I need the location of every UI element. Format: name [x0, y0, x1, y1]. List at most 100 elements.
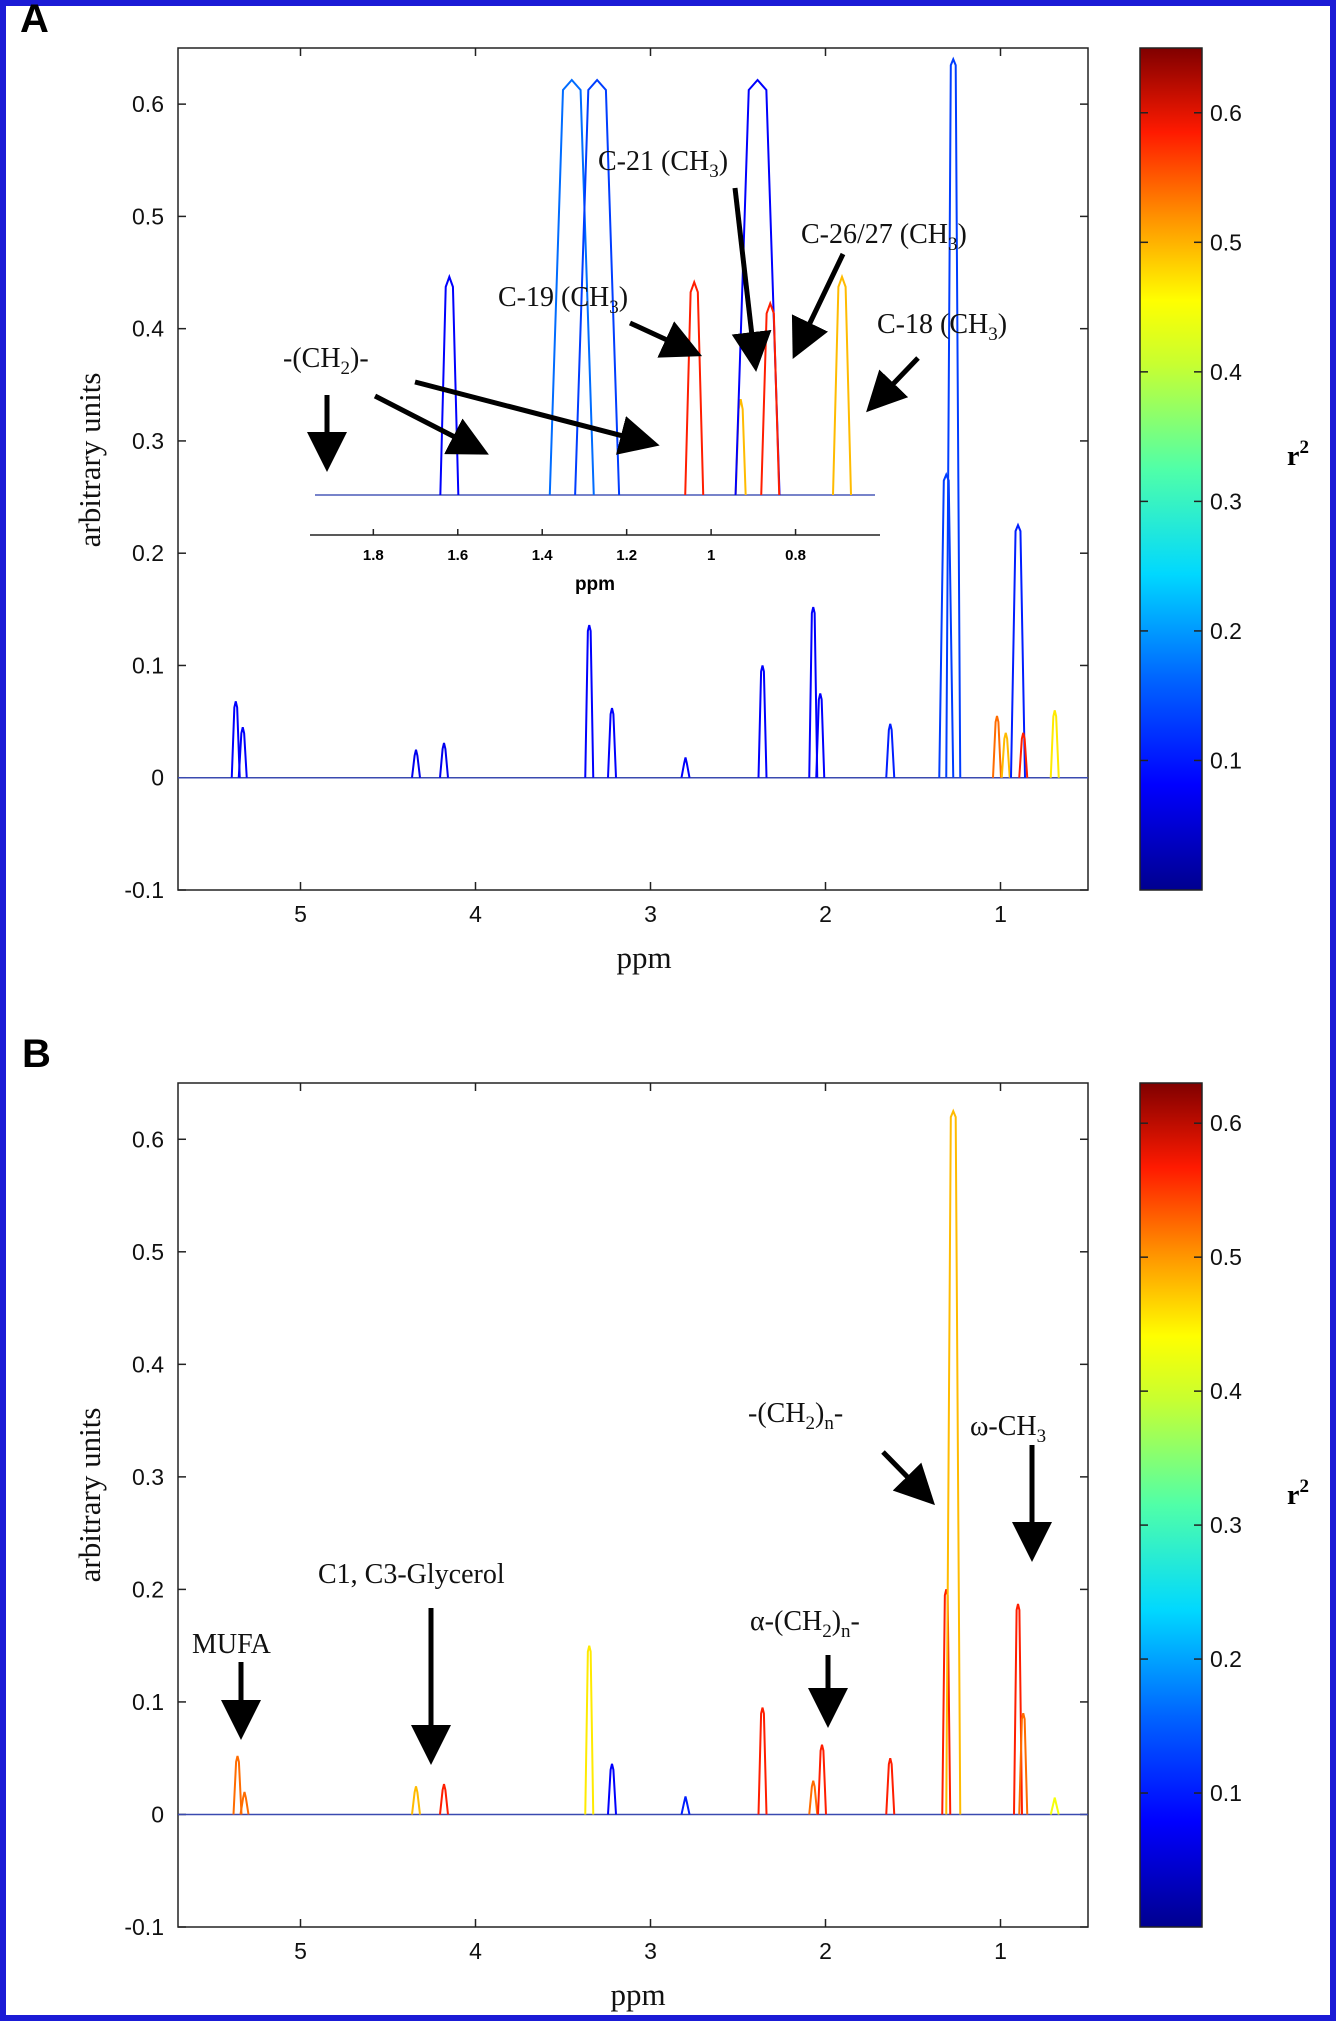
y-tick-label: 0.4 [132, 316, 164, 342]
x-tick-label: 5 [294, 901, 307, 927]
spectrum-peak [1018, 732, 1029, 778]
annotation-c18: C-18 (CH3) [877, 309, 1007, 345]
colorbar-tick-label: 0.6 [1210, 100, 1242, 126]
x-tick-label: 3 [644, 901, 657, 927]
annotation-mufa: MUFA [192, 1629, 272, 1660]
arrow-c26-27 [791, 252, 846, 360]
spectrum-peak [815, 693, 826, 778]
spectrum-peak [439, 1783, 449, 1815]
colorbar-tick-label: 0.3 [1210, 488, 1242, 514]
inset-peak [684, 279, 705, 496]
spectrum-peak [584, 624, 595, 778]
y-tick-label: 0.6 [132, 91, 164, 117]
annotation-glycerol: C1, C3-Glycerol [318, 1559, 505, 1590]
spectrum-peak [885, 1757, 896, 1815]
arrow-c21 [731, 187, 772, 372]
inset-x-tick-label: 1.6 [447, 547, 468, 564]
panel-a-plot-area: -0.1 0 0.1 0.2 0.3 0.4 0.5 0.6 5 4 3 2 1 [124, 47, 1089, 927]
annotation-c21: C-21 (CH3) [598, 146, 728, 182]
spectrum-peak [411, 749, 421, 778]
x-tick-label: 4 [469, 1938, 482, 1964]
x-tick-label: 1 [994, 901, 1007, 927]
x-tick-label: 5 [294, 1938, 307, 1964]
spectrum-peak [439, 742, 449, 778]
y-tick-label: 0.5 [132, 203, 164, 229]
panel-a-colorbar-ticks: 0.1 0.2 0.3 0.4 0.5 0.6 [1140, 100, 1242, 773]
x-tick-label: 1 [994, 1938, 1007, 1964]
spectrum-peak [808, 606, 819, 778]
spectrum-peak [1049, 710, 1060, 778]
y-tick-label: 0 [151, 1801, 164, 1827]
inset-x-tick-label: 0.8 [785, 547, 806, 564]
annotation-omega-ch3: ω-CH3 [970, 1411, 1046, 1447]
spectrum-peak [607, 707, 617, 778]
colorbar-tick-label: 0.4 [1210, 359, 1242, 385]
y-tick-label: 0.1 [132, 652, 164, 678]
panel-a-arrows [307, 187, 920, 472]
inset-x-tick-label: 1.2 [616, 547, 637, 564]
inset-peak [832, 273, 852, 496]
spectrum-peak [945, 56, 962, 778]
inset-x-tick-label: 1.8 [363, 547, 384, 564]
inset-peak [548, 78, 595, 496]
panel-a-xlabel: ppm [616, 940, 671, 975]
y-tick-label: -0.1 [124, 1914, 164, 1940]
spectrum-peak [757, 1707, 768, 1815]
panel-a-inset-xlabel: ppm [575, 574, 615, 595]
arrow-c19 [628, 320, 703, 358]
spectrum-peak [757, 665, 768, 778]
colorbar-tick-label: 0.5 [1210, 1244, 1242, 1270]
inset-peak [574, 78, 621, 496]
y-tick-label: -0.1 [124, 877, 164, 903]
y-tick-label: 0.1 [132, 1689, 164, 1715]
x-tick-label: 2 [819, 1938, 832, 1964]
panel-a-inset: 1.8 1.6 1.4 1.2 1 0.8 [310, 78, 880, 564]
inset-peak [439, 273, 460, 496]
panel-b-colorbar-label: r2 [1287, 1476, 1309, 1511]
colorbar-tick-label: 0.6 [1210, 1110, 1242, 1136]
panel-b-xlabel: ppm [610, 1977, 665, 2012]
panel-b-ylabel: arbitrary units [72, 1408, 107, 1583]
spectrum-peak [232, 1755, 243, 1815]
spectrum-peak [941, 1589, 952, 1815]
y-tick-label: 0.3 [132, 428, 164, 454]
spectrum-peak [938, 471, 955, 778]
annotation-c19: C-19 (CH3) [498, 282, 628, 318]
inset-x-tick-label: 1 [707, 547, 715, 564]
y-tick-label: 0 [151, 765, 164, 791]
panel-a: A -0.1 0 0.1 0.2 0.3 0.4 0.5 0.6 5 4 3 2 1 ppm arbit… [20, 0, 1309, 975]
spectrum-peak [680, 757, 691, 778]
panel-a-colorbar-label: r2 [1287, 437, 1309, 472]
x-tick-label: 3 [644, 1938, 657, 1964]
x-tick-label: 4 [469, 901, 482, 927]
spectrum-peak [680, 1796, 691, 1815]
colorbar-tick-label: 0.4 [1210, 1378, 1242, 1404]
spectrum-peak [885, 723, 896, 778]
y-tick-label: 0.4 [132, 1351, 164, 1377]
colorbar-tick-label: 0.1 [1210, 747, 1242, 773]
spectrum-peak [992, 715, 1002, 778]
inset-peak [734, 78, 781, 496]
spectrum-peak [1000, 732, 1011, 778]
annotation-alpha-ch2n: α-(CH2)n- [750, 1606, 860, 1642]
panel-b-axes-box [177, 1082, 1089, 1928]
spectrum-peak [239, 1791, 250, 1815]
panel-b-plot-area: -0.1 0 0.1 0.2 0.3 0.4 0.5 0.6 5 4 3 2 1 [124, 1082, 1089, 1964]
panel-b-colorbar [1139, 1082, 1203, 1928]
annotation-c26-27: C-26/27 (CH3) [801, 219, 967, 255]
colorbar-tick-label: 0.2 [1210, 1646, 1242, 1672]
spectrum-peak [1013, 1603, 1023, 1815]
spectrum-peak [808, 1780, 819, 1815]
spectrum-peak [1049, 1797, 1060, 1815]
panel-a-colorbar [1139, 47, 1203, 891]
annotation-ch2: -(CH2)- [283, 343, 369, 379]
colorbar-tick-label: 0.5 [1210, 229, 1242, 255]
arrow-c18 [866, 356, 920, 413]
panel-b-letter: B [22, 1032, 51, 1076]
y-tick-label: 0.2 [132, 1576, 164, 1602]
spectrum-peak [1010, 522, 1026, 778]
inset-peak [760, 300, 781, 496]
colorbar-tick-label: 0.3 [1210, 1512, 1242, 1538]
